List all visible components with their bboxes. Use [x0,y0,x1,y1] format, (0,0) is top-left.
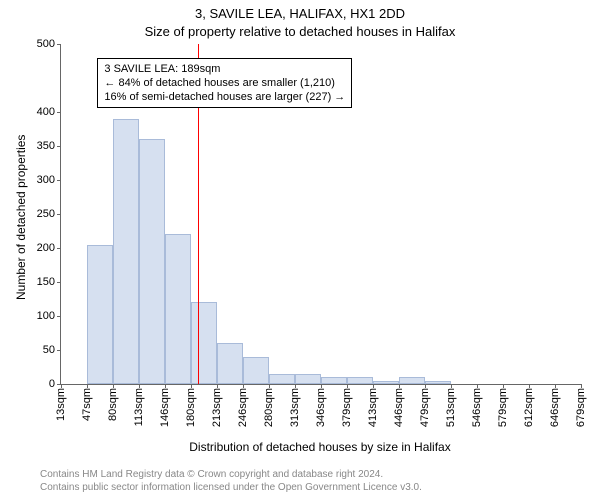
x-tick-label: 446sqm [393,384,405,427]
y-tick-mark [57,214,61,215]
x-tick-label: 80sqm [107,384,119,421]
annotation-line: 3 SAVILE LEA: 189sqm [104,62,345,76]
title-line-1: 3, SAVILE LEA, HALIFAX, HX1 2DD [0,6,600,21]
title-line-2: Size of property relative to detached ho… [0,24,600,39]
y-tick-mark [57,350,61,351]
y-tick-mark [57,112,61,113]
chart-container: 3, SAVILE LEA, HALIFAX, HX1 2DD Size of … [0,0,600,500]
x-tick-label: 13sqm [55,384,67,421]
x-tick-label: 413sqm [367,384,379,427]
x-tick-label: 546sqm [471,384,483,427]
histogram-bar [425,381,451,384]
x-tick-label: 612sqm [523,384,535,427]
x-tick-label: 213sqm [211,384,223,427]
x-tick-label: 313sqm [289,384,301,427]
x-tick-label: 479sqm [419,384,431,427]
x-tick-label: 180sqm [185,384,197,427]
footer-line-1: Contains HM Land Registry data © Crown c… [40,468,422,481]
histogram-bar [165,234,191,384]
y-tick-mark [57,146,61,147]
x-tick-label: 246sqm [237,384,249,427]
histogram-bar [347,377,373,384]
histogram-bar [321,377,347,384]
histogram-bar [399,377,425,384]
y-tick-mark [57,316,61,317]
x-tick-label: 513sqm [445,384,457,427]
x-tick-label: 47sqm [81,384,93,421]
y-tick-mark [57,282,61,283]
histogram-bar [217,343,243,384]
histogram-bar [191,302,217,384]
annotation-line: ← 84% of detached houses are smaller (1,… [104,76,345,90]
histogram-bar [373,381,399,384]
histogram-bar [139,139,165,384]
histogram-bar [295,374,321,384]
x-tick-label: 379sqm [341,384,353,427]
x-tick-label: 146sqm [159,384,171,427]
annotation-line: 16% of semi-detached houses are larger (… [104,90,345,104]
x-axis-label: Distribution of detached houses by size … [60,440,580,454]
histogram-bar [113,119,139,384]
x-tick-label: 679sqm [575,384,587,427]
y-axis-label: Number of detached properties [14,135,28,300]
histogram-bar [269,374,295,384]
histogram-bar [87,245,113,384]
footer-attribution: Contains HM Land Registry data © Crown c… [40,468,422,494]
plot-area: 05010015020025030035040050013sqm47sqm80s… [60,44,581,385]
x-tick-label: 579sqm [497,384,509,427]
x-tick-label: 346sqm [315,384,327,427]
y-tick-mark [57,248,61,249]
y-tick-mark [57,180,61,181]
histogram-bar [243,357,269,384]
x-tick-label: 280sqm [263,384,275,427]
footer-line-2: Contains public sector information licen… [40,481,422,494]
x-tick-label: 113sqm [133,384,145,426]
annotation-box: 3 SAVILE LEA: 189sqm← 84% of detached ho… [97,58,352,109]
x-tick-label: 646sqm [549,384,561,427]
y-tick-mark [57,44,61,45]
